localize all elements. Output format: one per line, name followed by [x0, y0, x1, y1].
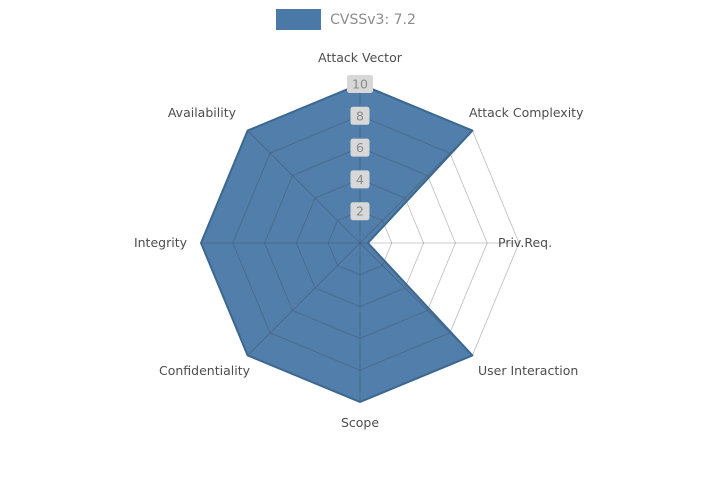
- tick-label-box: [347, 75, 373, 93]
- grid-spoke: [247, 130, 361, 244]
- tick-label-box: [350, 202, 370, 221]
- series-polygon: [201, 84, 473, 402]
- tick-label-box: [350, 138, 370, 157]
- axis-label-attack-vector: Attack Vector: [318, 50, 403, 65]
- grid-ring: [327, 210, 393, 276]
- grid-ring: [264, 147, 456, 339]
- tick-label-box: [350, 170, 370, 189]
- grid-ring: [232, 115, 488, 371]
- axis-label-attack-complexity: Attack Complexity: [469, 105, 584, 120]
- axis-label-confidentiality: Confidentiality: [159, 363, 251, 378]
- axis-label-user-interaction: User Interaction: [478, 363, 578, 378]
- legend-label: CVSSv3: 7.2: [330, 11, 416, 28]
- tick-label: 6: [356, 140, 364, 155]
- tick-label-box: [350, 106, 370, 125]
- legend-swatch: [276, 9, 322, 30]
- axis-label-priv-req: Priv.Req.: [498, 235, 552, 250]
- tick-label: 2: [356, 204, 364, 219]
- tick-label: 10: [352, 77, 368, 92]
- axis-label-availability: Availability: [168, 105, 237, 120]
- legend: CVSSv3: 7.2: [0, 9, 706, 30]
- axis-label-integrity: Integrity: [134, 235, 188, 250]
- tick-label: 8: [356, 108, 364, 123]
- axis-label-scope: Scope: [341, 415, 379, 430]
- grid-spoke: [247, 242, 361, 356]
- grid-ring: [295, 178, 425, 308]
- series-outline: [200, 83, 474, 403]
- tick-label: 4: [356, 172, 364, 187]
